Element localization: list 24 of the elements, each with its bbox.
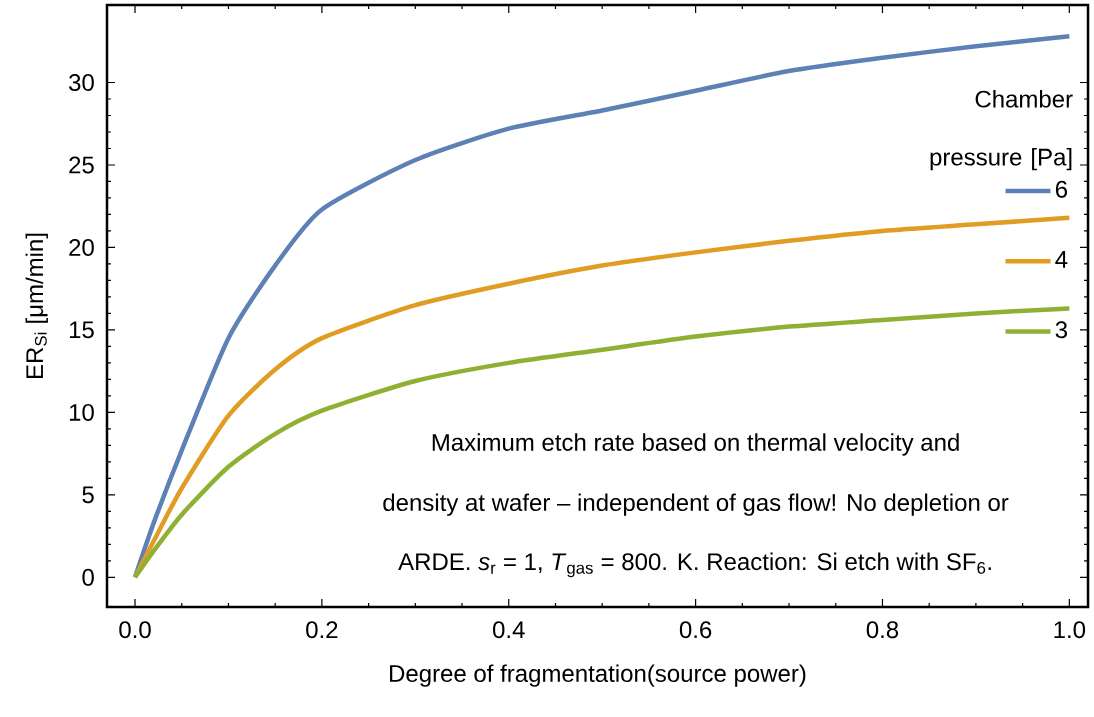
legend-label: 6 bbox=[1055, 180, 1068, 198]
x-tick-label: 1.0 bbox=[1054, 621, 1086, 639]
x-tick-label: 0.2 bbox=[306, 621, 338, 639]
y-tick-label: 20 bbox=[69, 238, 94, 256]
annotation: density at wafer – independent of gas flow! No depletion or bbox=[383, 493, 1009, 516]
legend-label: 4 bbox=[1055, 251, 1068, 268]
text: Chamber pressure [Pa] bbox=[930, 89, 1073, 171]
x-axis-title: Degree of fragmentation(source power) bbox=[390, 664, 806, 687]
legend-label: 3 bbox=[1055, 321, 1068, 339]
y-tick-label: 5 bbox=[82, 486, 94, 504]
y-tick-label: 10 bbox=[69, 403, 94, 421]
x-tick-label: 0.4 bbox=[493, 621, 525, 639]
line-series bbox=[132, 215, 1072, 580]
x-tick-label: 0.8 bbox=[866, 621, 899, 639]
y-tick-label: 0 bbox=[82, 568, 94, 586]
x-tick-label: 0.0 bbox=[119, 621, 151, 639]
x-tick-label: 0.6 bbox=[679, 621, 712, 639]
line-series bbox=[132, 306, 1072, 580]
y-axis-title: ER$_{Si}$ [μm/min] bbox=[25, 233, 48, 378]
text: ARDE. s$_{r}$ = 1, T$_{gas}$ = 800. K. Reaction: Si etch with SF$_{6}$. bbox=[398, 552, 991, 578]
y-tick-label: 15 bbox=[69, 321, 94, 339]
annotation: Maximum etch rate based on thermal velocity and bbox=[432, 433, 959, 456]
y-tick-label: 25 bbox=[69, 156, 94, 174]
y-tick-label: 30 bbox=[69, 74, 94, 92]
